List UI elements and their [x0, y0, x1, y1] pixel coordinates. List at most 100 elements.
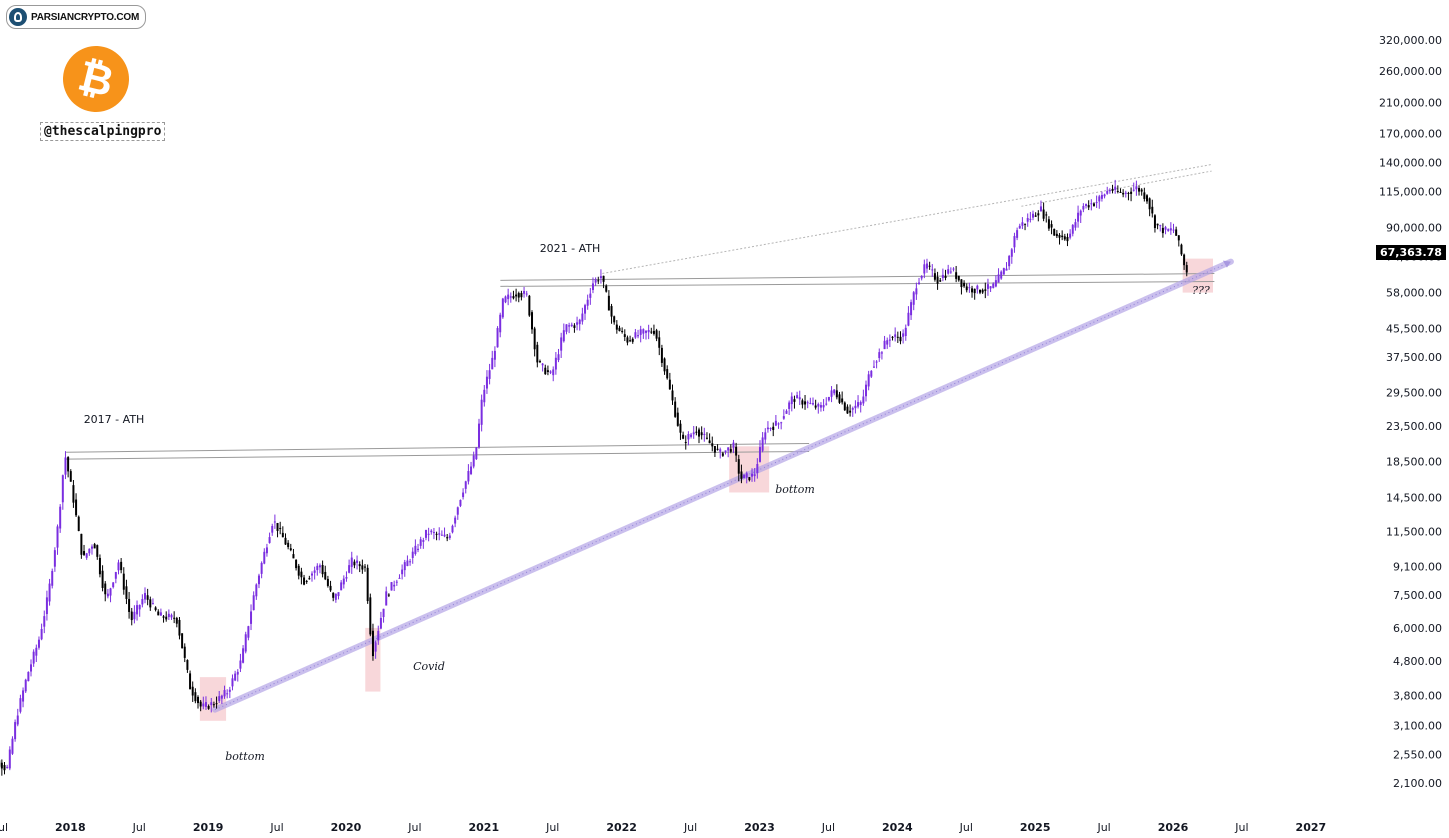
candle: [488, 363, 491, 385]
candle: [170, 613, 173, 620]
candle: [496, 326, 499, 348]
candle-body: [1047, 219, 1050, 229]
candle: [599, 269, 602, 284]
candle-body: [581, 313, 584, 322]
candle-body: [210, 702, 213, 706]
candle: [1024, 223, 1027, 231]
candle-body: [151, 603, 154, 605]
candle-body: [104, 583, 107, 595]
candle-body: [1151, 206, 1154, 214]
candle: [811, 397, 814, 406]
candle-body: [613, 316, 616, 323]
candle: [181, 633, 184, 649]
candle: [711, 436, 714, 452]
candle: [1145, 194, 1148, 204]
candle-body: [918, 282, 921, 284]
candle: [220, 694, 223, 704]
candle: [1037, 210, 1040, 222]
candle: [104, 581, 107, 602]
candle-body: [1032, 213, 1035, 218]
candle-body: [971, 288, 974, 293]
candle: [976, 284, 979, 294]
annotation-question: ???: [1192, 284, 1210, 297]
x-tick-label: 2022: [606, 821, 637, 834]
candle: [1087, 200, 1090, 211]
candle: [899, 331, 902, 345]
candle-body: [586, 299, 589, 306]
candle: [851, 406, 854, 417]
candle-body: [1024, 223, 1027, 225]
candle: [77, 515, 80, 532]
candle-body: [562, 330, 565, 342]
candle-body: [1153, 215, 1156, 229]
candle: [758, 440, 761, 463]
candle: [997, 268, 1000, 283]
candle-body: [981, 289, 984, 293]
candle: [1132, 182, 1135, 192]
candle-body: [957, 275, 960, 281]
candle-body: [859, 402, 862, 405]
candle: [1032, 210, 1035, 221]
candle: [379, 611, 382, 630]
candle: [1180, 243, 1183, 256]
candle: [395, 579, 398, 586]
candle-body: [197, 696, 200, 704]
candle-body: [833, 389, 836, 394]
candle: [409, 558, 412, 566]
x-tick-label: Jul: [269, 821, 283, 834]
candle: [197, 695, 200, 709]
candle-body: [64, 457, 67, 475]
candle-body: [202, 703, 205, 707]
candle-body: [809, 403, 812, 405]
candle-body: [894, 334, 897, 337]
candle-body: [1114, 186, 1117, 190]
candle-body: [61, 475, 64, 503]
candle: [334, 593, 337, 603]
candle: [952, 267, 955, 272]
candle: [973, 288, 976, 300]
candle-body: [772, 426, 775, 430]
candle: [16, 708, 19, 727]
candle: [364, 564, 367, 572]
candle: [1106, 186, 1109, 195]
candle-body: [159, 612, 162, 616]
candle: [138, 604, 141, 617]
candle-body: [705, 437, 708, 439]
candle: [523, 286, 526, 298]
candle-body: [804, 401, 807, 405]
candle: [350, 551, 353, 574]
candle-body: [112, 582, 115, 588]
candle-body: [143, 593, 146, 600]
candle: [965, 283, 968, 293]
y-tick-label: 4,800.00: [1393, 655, 1442, 668]
candle-body: [623, 334, 626, 337]
candle: [533, 326, 536, 357]
candle: [925, 258, 928, 273]
candle-body: [690, 434, 693, 437]
candle: [888, 334, 891, 348]
candle-body: [30, 664, 33, 672]
candle: [1092, 202, 1095, 207]
candle: [120, 558, 123, 574]
candle-body: [520, 293, 523, 298]
candle-body: [493, 350, 496, 360]
candle-body: [284, 537, 287, 545]
candle: [300, 567, 303, 585]
candle: [244, 631, 247, 654]
candle: [1122, 189, 1125, 198]
candle-body: [872, 366, 875, 368]
candle: [854, 400, 857, 414]
y-tick-label: 11,500.00: [1386, 526, 1442, 539]
candle-body: [199, 701, 202, 707]
candle-body: [11, 738, 14, 754]
candle: [994, 275, 997, 288]
candle: [281, 526, 284, 538]
candle-body: [615, 324, 618, 330]
candle: [475, 447, 478, 460]
candle: [37, 636, 40, 650]
candle: [268, 532, 271, 544]
candle-body: [878, 352, 881, 359]
candle: [1061, 230, 1064, 241]
candle-body: [888, 339, 891, 341]
